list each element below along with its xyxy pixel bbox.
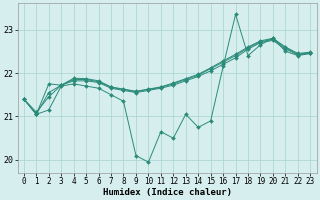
X-axis label: Humidex (Indice chaleur): Humidex (Indice chaleur) <box>103 188 232 197</box>
